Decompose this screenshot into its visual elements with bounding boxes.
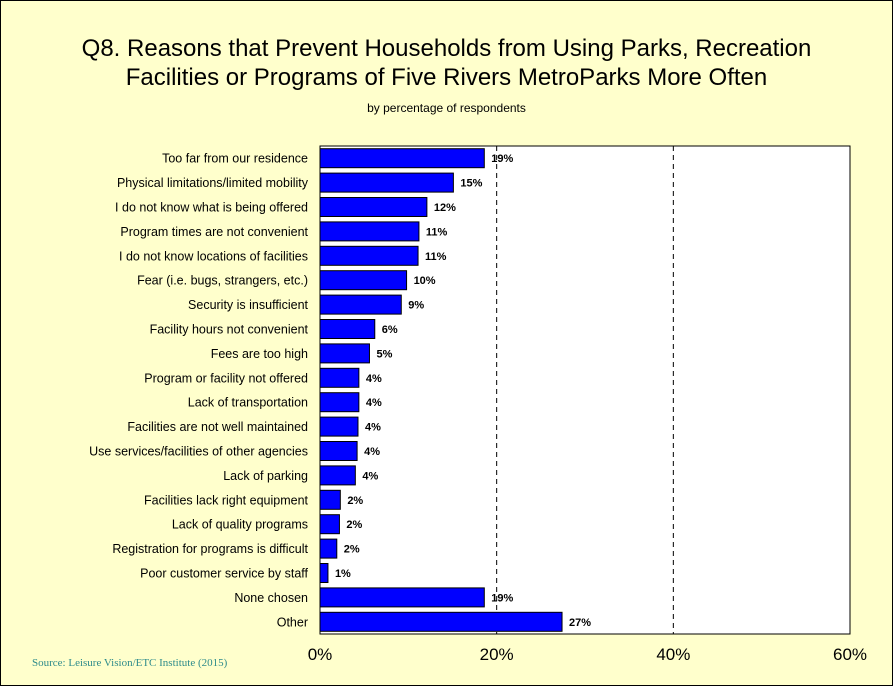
x-tick-label-2: 40%: [656, 645, 690, 664]
bar-0: [319, 148, 485, 169]
category-label-12: Use services/facilities of other agencie…: [89, 445, 308, 459]
bar-1: [319, 172, 454, 193]
bar-2: [319, 197, 428, 217]
value-label-11: 4%: [365, 422, 381, 434]
value-label-9: 4%: [366, 373, 382, 385]
chart-title-line-1: Q8. Reasons that Prevent Households from…: [81, 35, 812, 62]
bar-15: [319, 514, 340, 535]
category-label-13: Lack of parking: [223, 469, 308, 483]
category-label-6: Security is insufficient: [188, 298, 308, 312]
value-label-7: 6%: [382, 324, 398, 336]
bar-14: [319, 489, 341, 510]
chart-subtitle: by percentage of respondents: [367, 101, 526, 115]
category-label-11: Facilities are not well maintained: [127, 420, 308, 434]
chart-title: Q8. Reasons that Prevent Households from…: [0, 34, 893, 92]
value-label-16: 2%: [344, 544, 360, 556]
category-label-1: Physical limitations/limited mobility: [117, 176, 309, 190]
category-label-17: Poor customer service by staff: [140, 567, 308, 581]
category-label-19: Other: [277, 615, 308, 629]
bar-7: [319, 319, 376, 339]
category-label-0: Too far from our residence: [162, 152, 308, 166]
value-label-8: 5%: [376, 348, 392, 360]
bar-5: [319, 270, 408, 291]
category-label-9: Program or facility not offered: [144, 371, 308, 385]
value-label-13: 4%: [362, 470, 378, 482]
value-label-17: 1%: [335, 568, 351, 580]
bar-6: [319, 294, 402, 315]
value-label-12: 4%: [364, 446, 380, 458]
category-label-14: Facilities lack right equipment: [144, 493, 308, 507]
value-label-14: 2%: [347, 495, 363, 507]
bar-4: [319, 245, 419, 266]
bar-13: [319, 465, 356, 486]
bar-9: [319, 367, 360, 388]
category-label-8: Fees are too high: [211, 347, 308, 361]
value-label-3: 11%: [426, 226, 448, 238]
category-label-7: Facility hours not convenient: [150, 323, 309, 337]
category-label-4: I do not know locations of facilities: [119, 249, 308, 263]
value-label-10: 4%: [366, 397, 382, 409]
value-label-15: 2%: [346, 519, 362, 531]
category-label-18: None chosen: [234, 591, 308, 605]
value-label-0: 19%: [491, 153, 513, 165]
source-note: Source: Leisure Vision/ETC Institute (20…: [32, 657, 228, 669]
category-label-10: Lack of transportation: [188, 396, 308, 410]
bar-12: [319, 441, 358, 461]
bar-18: [319, 587, 485, 608]
value-label-19: 27%: [569, 617, 591, 629]
value-label-1: 15%: [460, 178, 482, 190]
chart-title-line-2: Facilities or Programs of Five Rivers Me…: [125, 64, 768, 91]
bar-3: [319, 221, 420, 242]
bar-19: [319, 611, 563, 632]
bar-16: [319, 538, 338, 559]
category-label-3: Program times are not convenient: [120, 225, 308, 239]
value-label-5: 10%: [414, 275, 436, 287]
value-label-4: 11%: [425, 251, 447, 263]
x-tick-label-1: 20%: [480, 645, 514, 664]
plot-area: [319, 145, 851, 635]
value-label-6: 9%: [408, 300, 424, 312]
x-tick-label-3: 60%: [833, 645, 867, 664]
category-label-16: Registration for programs is difficult: [112, 542, 308, 556]
category-label-2: I do not know what is being offered: [115, 201, 308, 215]
category-label-15: Lack of quality programs: [172, 518, 308, 532]
value-label-2: 12%: [434, 202, 456, 214]
value-label-18: 19%: [491, 592, 513, 604]
category-label-5: Fear (i.e. bugs, strangers, etc.): [137, 274, 308, 288]
bar-17: [319, 563, 329, 583]
bar-11: [319, 416, 359, 437]
bar-8: [319, 343, 370, 364]
x-tick-label-0: 0%: [308, 645, 333, 664]
bar-10: [319, 392, 360, 413]
